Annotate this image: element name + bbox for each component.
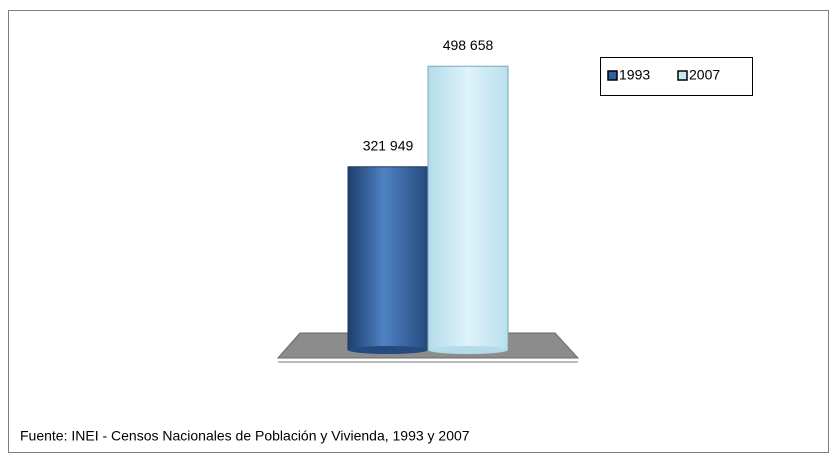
legend-swatch xyxy=(607,70,618,81)
value-label: 498 658 xyxy=(443,37,494,53)
legend-box xyxy=(600,57,753,96)
legend-swatch xyxy=(677,70,688,81)
bar-base xyxy=(428,346,508,354)
bar xyxy=(427,65,509,351)
bar-base xyxy=(348,346,428,354)
source-note: Fuente: INEI - Censos Nacionales de Pobl… xyxy=(20,428,470,444)
legend-label: 2007 xyxy=(689,67,720,83)
legend-label: 1993 xyxy=(619,67,650,83)
value-label: 321 949 xyxy=(363,137,414,153)
bar xyxy=(347,166,429,351)
